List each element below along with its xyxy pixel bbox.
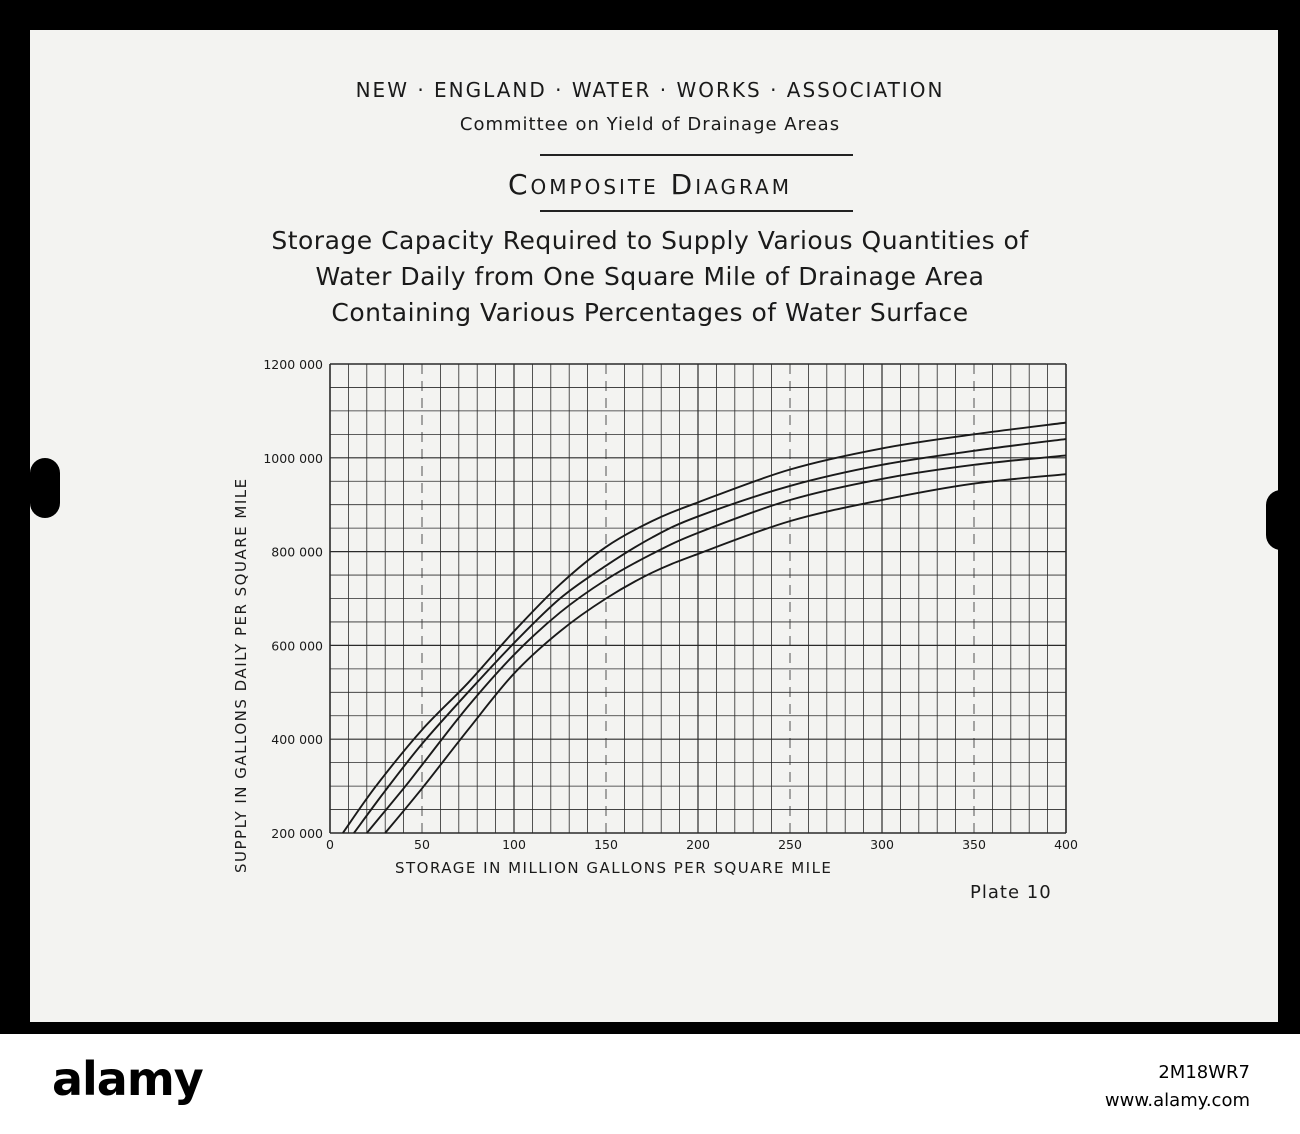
binder-hole-left — [30, 458, 60, 518]
supply-curve-2 — [353, 438, 1067, 834]
x-tick-label: 50 — [414, 837, 430, 852]
organization-heading: NEW · ENGLAND · WATER · WORKS · ASSOCIAT… — [355, 78, 945, 102]
y-tick-label: 1200 000 — [263, 357, 323, 372]
y-tick-label: 400 000 — [271, 732, 323, 747]
diagram-title: Composite Diagram — [507, 168, 792, 201]
x-tick-label: 350 — [962, 837, 986, 852]
x-tick-label: 150 — [594, 837, 618, 852]
chart-tick-labels: 0 50 100 150 200 250 300 350 400 200 000 400 000 60… — [263, 357, 1078, 852]
x-tick-label: 200 — [686, 837, 710, 852]
x-tick-label: 0 — [326, 837, 334, 852]
chart-grid — [329, 363, 1067, 834]
x-axis-title: STORAGE IN MILLION GALLONS PER SQUARE MI… — [395, 859, 832, 877]
y-axis-title: SUPPLY IN GALLONS DAILY PER SQUARE MILE — [232, 477, 250, 873]
subtitle-line-1: Storage Capacity Required to Supply Vari… — [271, 226, 1029, 255]
y-tick-label: 600 000 — [271, 638, 323, 653]
subtitle-line-3: Containing Various Percentages of Water … — [331, 298, 969, 327]
committee-heading: Committee on Yield of Drainage Areas — [459, 114, 841, 135]
binder-hole-right — [1266, 490, 1296, 550]
watermark-logo: alamy — [52, 1052, 204, 1106]
x-tick-label: 300 — [870, 837, 894, 852]
chart-curves — [342, 421, 1067, 834]
y-tick-label: 800 000 — [271, 545, 323, 560]
y-tick-label: 200 000 — [271, 826, 323, 841]
x-tick-label: 400 — [1054, 837, 1078, 852]
y-tick-label: 1000 000 — [263, 451, 323, 466]
watermark-image-id: 2M18WR7 — [1158, 1062, 1250, 1083]
x-tick-label: 100 — [502, 837, 526, 852]
subtitle-line-2: Water Daily from One Square Mile of Drai… — [315, 262, 985, 291]
diagram-plate — [30, 30, 1278, 1022]
x-tick-label: 250 — [778, 837, 802, 852]
plate-number-label: Plate 10 — [970, 882, 1052, 903]
title-rule-top — [540, 154, 853, 156]
title-rule-bottom — [540, 210, 853, 212]
supply-curve-1 — [342, 421, 1067, 834]
supply-curve-4 — [384, 473, 1067, 834]
supply-curve-3 — [366, 454, 1067, 834]
watermark-url: www.alamy.com — [1104, 1090, 1250, 1111]
watermark-bar — [0, 1034, 1300, 1134]
